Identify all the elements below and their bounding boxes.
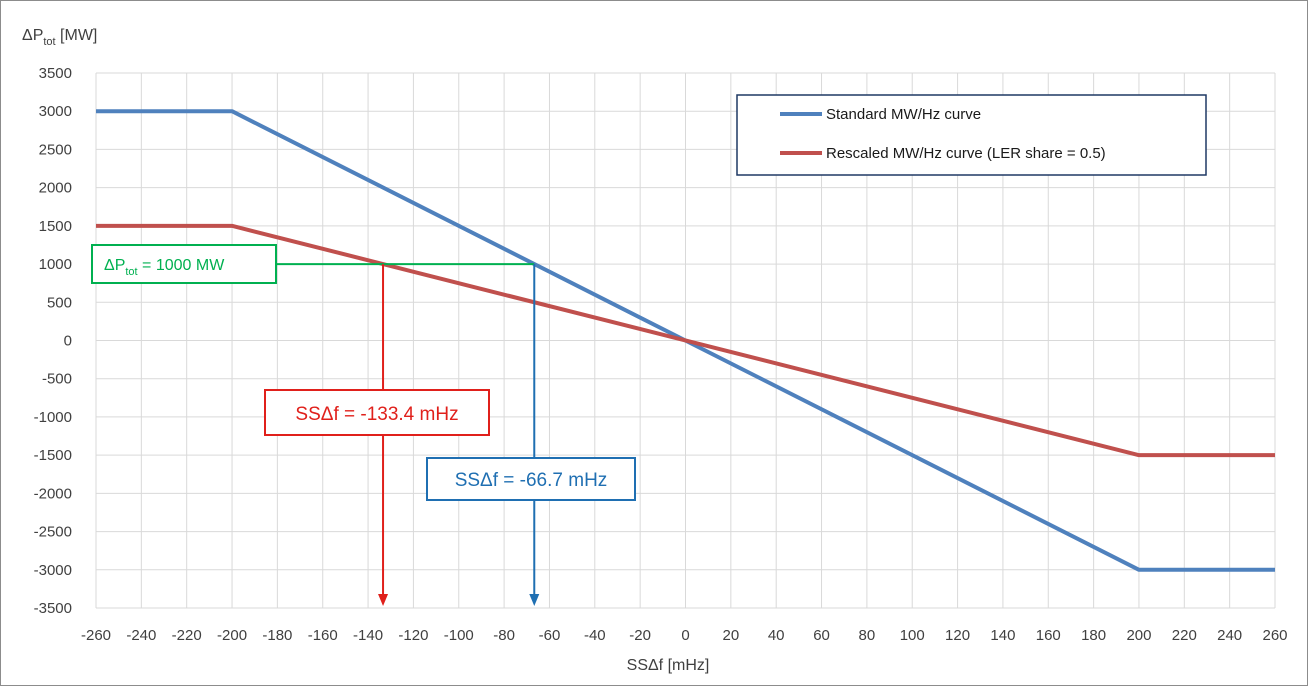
y-tick-label: 3500 [39, 65, 72, 82]
y-tick-label: 1500 [39, 218, 72, 235]
blue-marker-box [426, 457, 636, 501]
y-tick-label: 2000 [39, 180, 72, 197]
x-tick-label: 20 [723, 627, 740, 644]
x-tick-label: -20 [629, 627, 651, 644]
x-tick-labels: -260 -240 -220 -200 -180 -160 -140 -120 -100 -80-… [81, 627, 1288, 644]
legend-box [736, 94, 1207, 176]
power-level-label-sub: tot [125, 266, 137, 278]
x-tick-label: 120 [945, 627, 970, 644]
y-tick-label: -2000 [34, 485, 72, 502]
red-marker-box [264, 389, 490, 436]
x-tick-label: -180 [262, 627, 292, 644]
y-tick-label: -500 [42, 371, 72, 388]
legend-label-standard: Standard MW/Hz curve [826, 106, 981, 123]
x-tick-label: 60 [813, 627, 830, 644]
x-tick-label: 180 [1081, 627, 1106, 644]
x-tick-label: 200 [1126, 627, 1151, 644]
legend-label-rescaled: Rescaled MW/Hz curve (LER share = 0.5) [826, 145, 1106, 162]
x-tick-label: 80 [859, 627, 876, 644]
x-tick-label: 160 [1036, 627, 1061, 644]
blue-marker-label: SSΔf = -66.7 mHz [455, 470, 608, 491]
x-tick-label: -220 [172, 627, 202, 644]
x-tick-label: -100 [444, 627, 474, 644]
red-marker-arrowhead [378, 594, 389, 606]
x-tick-label: 40 [768, 627, 785, 644]
y-tick-label: -3500 [34, 600, 72, 617]
y-tick-label: 500 [47, 294, 72, 311]
power-level-label-main: ΔP [104, 257, 125, 274]
x-tick-label: -200 [217, 627, 247, 644]
x-tick-label: -60 [539, 627, 561, 644]
x-tick-label: -40 [584, 627, 606, 644]
y-tick-label: -2500 [34, 524, 72, 541]
x-tick-label: -140 [353, 627, 383, 644]
y-tick-label: 1000 [39, 256, 72, 273]
y-axis-title-unit: [MW] [60, 27, 97, 44]
legend: Standard MW/Hz curve Rescaled MW/Hz curv… [736, 94, 1207, 176]
series-lines [96, 109, 1275, 572]
x-tick-label: -80 [493, 627, 515, 644]
power-level-label: ΔPtot = 1000 MW [104, 257, 225, 278]
power-level-label-rest: = 1000 MW [138, 257, 226, 274]
y-tick-label: -1500 [34, 447, 72, 464]
x-axis-title: SSΔf [mHz] [627, 657, 710, 674]
y-axis-title-main: ΔP [22, 27, 43, 44]
x-tick-label: 140 [990, 627, 1015, 644]
red-marker-label: SSΔf = -133.4 mHz [295, 404, 458, 425]
y-tick-label: -1000 [34, 409, 72, 426]
y-tick-label: 2500 [39, 141, 72, 158]
x-tick-label: 0 [681, 627, 689, 644]
blue-marker-arrowhead [529, 594, 540, 606]
y-tick-label: -3000 [34, 562, 72, 579]
y-axis-title-sub: tot [43, 36, 55, 48]
x-tick-label: -160 [308, 627, 338, 644]
x-tick-label: -240 [126, 627, 156, 644]
x-tick-label: 260 [1262, 627, 1287, 644]
x-tick-label: 220 [1172, 627, 1197, 644]
x-tick-label: -260 [81, 627, 111, 644]
x-tick-label: 240 [1217, 627, 1242, 644]
annotations: ΔPtot = 1000 MW SSΔf = -133.4 mHz SSΔf = -… [91, 244, 636, 606]
y-tick-label: 3000 [39, 103, 72, 120]
series-line-rescaled [96, 223, 1275, 458]
y-tick-labels: 3500 3000 2500 2000 1500 1000 500 0 -500 -1000 -15… [34, 65, 72, 617]
y-tick-label: 0 [64, 333, 72, 350]
x-tick-label: 100 [900, 627, 925, 644]
y-axis-title: ΔPtot [MW] [22, 27, 97, 48]
power-level-box [91, 244, 277, 284]
x-tick-label: -120 [398, 627, 428, 644]
